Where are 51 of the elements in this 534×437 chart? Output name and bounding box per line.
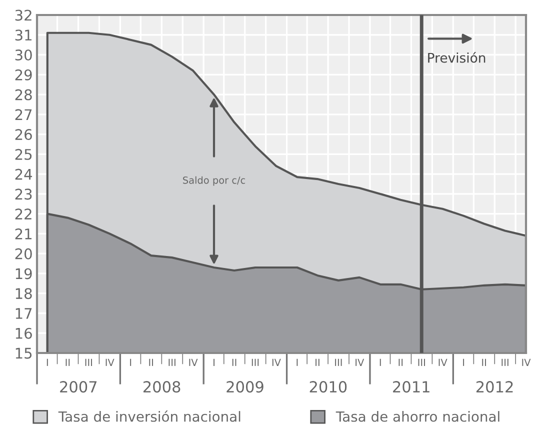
y-tick-label: 26 xyxy=(15,129,32,140)
y-tick-label: 29 xyxy=(15,69,32,80)
text: IV xyxy=(189,358,198,366)
text: III xyxy=(85,358,92,366)
text: III xyxy=(418,358,425,366)
y-tick-label: 16 xyxy=(16,328,32,339)
y-tick-label: 20 xyxy=(15,248,32,260)
y-tick-label: 25 xyxy=(15,148,32,160)
y-tick-label: 32 xyxy=(15,10,32,21)
text: IV xyxy=(522,358,531,366)
y-tick-label: 19 xyxy=(16,268,32,280)
y-tick-label: 30 xyxy=(15,49,32,61)
text: I xyxy=(380,358,381,366)
annotation: Saldo por c/c xyxy=(183,176,246,186)
text: II xyxy=(149,358,154,366)
y-tick-label: 17 xyxy=(16,308,32,319)
text: I xyxy=(46,358,48,366)
text: I xyxy=(463,358,464,366)
y-tick-label: 24 xyxy=(15,168,32,180)
ref-line-label: Previsión xyxy=(428,52,486,63)
text: II xyxy=(66,358,70,366)
text: IV xyxy=(438,358,448,366)
text: III xyxy=(252,358,259,366)
text: IV xyxy=(106,358,114,366)
y-tick-label: 18 xyxy=(16,288,32,300)
x-tick-label: 2011 xyxy=(393,381,430,393)
x-tick-label: 2007 xyxy=(60,381,97,393)
y-tick-label: 27 xyxy=(15,109,32,120)
y-tick-label: 21 xyxy=(15,228,32,240)
x-tick-label: 2010 xyxy=(310,381,347,393)
text: III xyxy=(335,358,342,366)
text: IV xyxy=(356,358,364,366)
y-tick-label: 28 xyxy=(15,89,32,100)
x-tick-label: 2009 xyxy=(226,381,264,393)
text: IV xyxy=(272,358,281,366)
legend-label: Tasa de ahorro nacional xyxy=(336,411,500,422)
text: I xyxy=(296,358,298,366)
text: I xyxy=(130,358,132,366)
text: II xyxy=(232,358,236,366)
y-tick-label: 23 xyxy=(15,188,32,200)
text: II xyxy=(316,358,320,366)
text: III xyxy=(502,358,508,366)
y-tick-label: 31 xyxy=(15,30,32,41)
text: II xyxy=(482,358,486,366)
y-tick-label: 15 xyxy=(16,348,32,359)
text: II xyxy=(398,358,403,366)
x-tick-label: 2012 xyxy=(476,381,513,393)
x-tick-label: 2008 xyxy=(143,381,180,393)
y-tick-label: 22 xyxy=(15,208,32,220)
legend-label: Tasa de inversión nacional xyxy=(58,410,240,422)
text: III xyxy=(168,358,176,366)
